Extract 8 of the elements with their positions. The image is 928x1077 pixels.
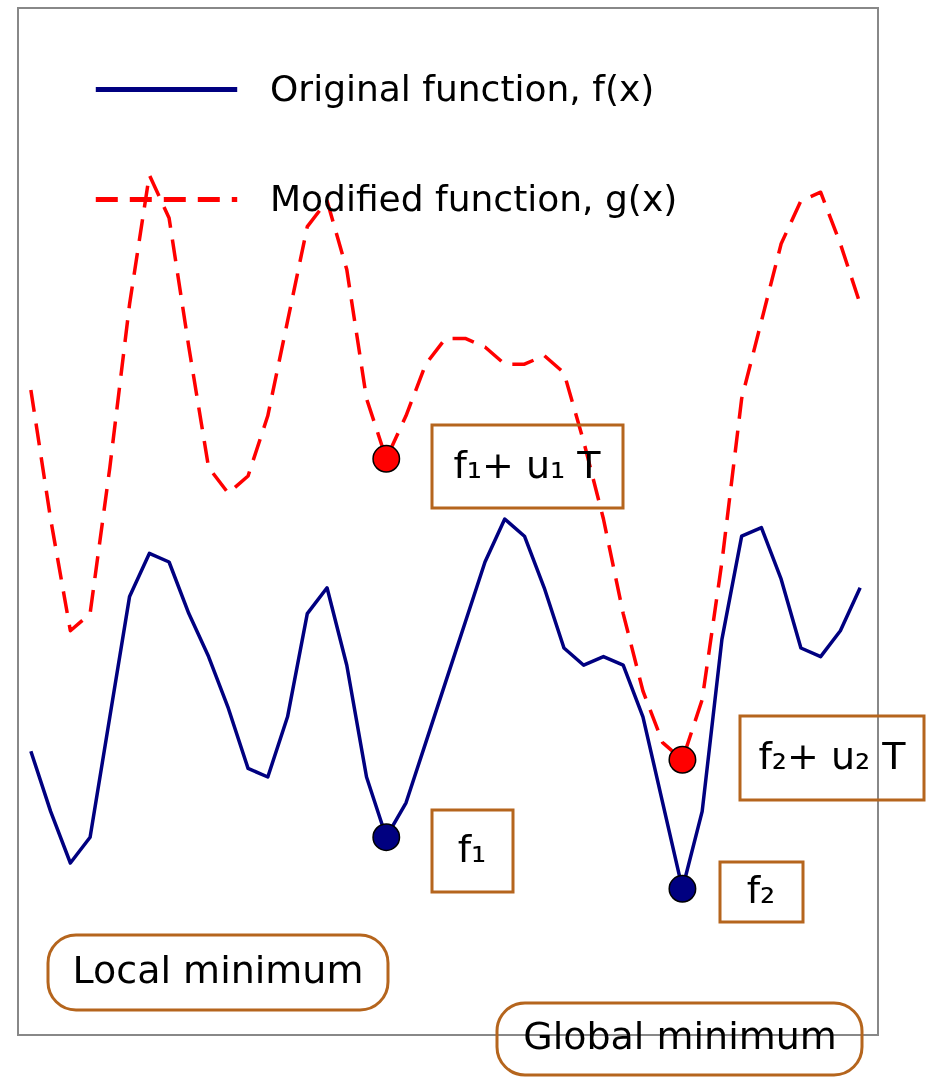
annotation: Global minimum (523, 1014, 837, 1058)
legend-label: Modified function, g(x) (270, 177, 678, 219)
annotation: f₂ (746, 868, 776, 912)
legend-label: Original function, f(x) (270, 67, 655, 109)
annotation: f₁+ u₁ T (453, 443, 602, 487)
annotation: f₁ (457, 827, 487, 871)
annotation: f₂+ u₂ T (758, 734, 907, 778)
annotation: Local minimum (72, 948, 364, 992)
